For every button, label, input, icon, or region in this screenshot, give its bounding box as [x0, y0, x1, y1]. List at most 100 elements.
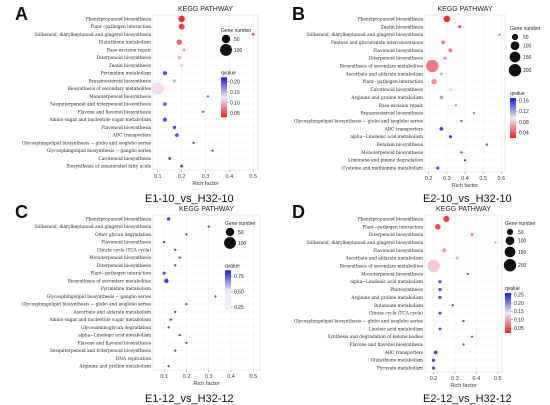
data-point — [439, 72, 443, 76]
size-legend-dot — [509, 51, 521, 63]
category-label: Ascorbate and aldarate metabolism — [72, 310, 151, 315]
color-legend-label: 0.50 — [234, 290, 244, 296]
data-point — [441, 40, 446, 45]
x-axis-label: Rich factor — [193, 381, 219, 387]
data-point — [162, 240, 166, 244]
data-point — [438, 280, 442, 284]
data-point — [168, 156, 172, 160]
x-tick-label: 0.2 — [183, 374, 191, 380]
category-label: Glycosaminoglycan degradation — [81, 326, 151, 331]
size-legend-label: 50 — [518, 230, 524, 236]
data-point — [470, 335, 474, 338]
panel-title: KEGG PATHWAY — [438, 6, 493, 13]
data-point — [162, 117, 167, 122]
category-label: Base excision repair — [379, 104, 424, 109]
size-legend-label: 100 — [518, 239, 527, 245]
category-label: Phenylpropanoid biosynthesis — [358, 217, 423, 222]
size-legend-label: 50 — [523, 35, 529, 41]
color-legend-label: 0.10 — [514, 318, 524, 324]
size-legend-dot — [504, 246, 516, 258]
data-point — [169, 318, 173, 321]
color-legend-label: 0.08 — [519, 120, 529, 126]
data-point — [460, 119, 463, 123]
panel-b: B KEGG PATHWAY 0.2 0.3 0.4 0.5 0.6 Phenylpropan… — [292, 4, 541, 205]
category-label: Biosynthesis of secondary metabolites — [340, 65, 423, 70]
data-point — [458, 25, 462, 29]
x-tick-label: 0.5 — [479, 176, 487, 182]
category-label: Carotenoid biosynthesis — [370, 88, 423, 93]
category-label: Pyrimidine metabolism — [101, 287, 151, 292]
x-axis-label: Rich factor — [450, 383, 476, 389]
data-point — [164, 278, 169, 284]
category-label: Flavonoid biosynthesis — [373, 249, 423, 254]
color-legend-title: qvalue — [505, 286, 520, 292]
category-label: ABC transporters — [384, 127, 423, 132]
category-label: alpha−Linolenic acid metabolism — [350, 135, 423, 140]
data-point — [174, 349, 177, 352]
x-tick-label: 0.5 — [249, 174, 257, 180]
data-point — [462, 319, 465, 323]
x-tick-label: 0.5 — [494, 376, 502, 382]
comparison-label: E1-12_vs_H32-12 — [145, 393, 234, 405]
size-legend-label: 150 — [518, 250, 527, 256]
data-point — [178, 15, 185, 23]
color-legend-label: 0.20 — [230, 79, 240, 85]
category-label: Arginine and proline metabolism — [350, 296, 423, 301]
category-label: Sesquiterpenoid and triterpenoid biosynt… — [50, 103, 151, 108]
panel-letter: C — [15, 202, 28, 222]
data-point — [174, 133, 179, 138]
panel-title: KEGG PATHWAY — [179, 206, 234, 213]
data-point — [182, 48, 186, 52]
size-legend-title: Gene number — [510, 26, 541, 32]
color-legend-label: 0.16 — [519, 99, 529, 105]
data-point — [438, 287, 442, 292]
size-legend-dot — [510, 41, 520, 51]
category-label: Amino sugar and nucleotide sugar metabol… — [48, 118, 151, 123]
color-legend-bar — [505, 293, 511, 334]
category-label: Glycosphingolipid biosynthesis − globo a… — [294, 319, 423, 324]
size-legend-dot — [508, 63, 522, 77]
color-legend-label: 0.25 — [234, 305, 244, 311]
data-point — [448, 135, 452, 139]
category-label: Citrate cycle (TCA cycle) — [369, 312, 424, 317]
data-point — [180, 164, 183, 168]
category-label: Betalain biosynthesis — [377, 143, 423, 148]
panel-c: C KEGG PATHWAY 0.1 0.2 0.3 0.4 0.5 Phenylpropan… — [15, 202, 261, 405]
category-label: Phenylpropanoid biosynthesis — [86, 217, 151, 222]
x-tick-label: 0.6 — [498, 176, 506, 182]
data-point — [201, 110, 205, 114]
category-label: Synthesis and degradation of ketone bodi… — [328, 335, 423, 340]
category-label: Diterpenoid biosynthesis — [97, 56, 151, 61]
size-legend-label: 100 — [234, 48, 243, 54]
data-point — [207, 225, 210, 228]
data-point — [431, 78, 437, 85]
category-label: Diterpenoid biosynthesis — [369, 57, 423, 62]
category-label: Zeatin biosynthesis — [109, 64, 151, 69]
category-label: Monoterpenoid biosynthesis — [89, 95, 151, 100]
category-label: Ascorbate and aldarate metabolism — [344, 72, 423, 77]
data-point — [167, 365, 170, 368]
category-label: Base excision repair — [107, 48, 152, 53]
data-point — [494, 241, 497, 244]
data-point — [472, 112, 476, 115]
data-point — [443, 15, 451, 23]
panel-title: KEGG PATHWAY — [436, 206, 491, 213]
category-label: Flavonoid biosynthesis — [373, 49, 423, 54]
color-legend-label: 0.25 — [514, 293, 524, 299]
x-tick-label: 0.3 — [202, 174, 210, 180]
data-point — [176, 39, 183, 45]
size-legend-label: 200 — [523, 68, 532, 74]
x-tick-label: 0.2 — [430, 376, 438, 382]
category-label: Plant−pathogen interaction — [362, 80, 423, 85]
x-tick-label: 0.4 — [227, 374, 235, 380]
category-label: Pentose and glucuronate interconversions — [331, 41, 423, 46]
color-legend-label: 0.75 — [234, 274, 244, 280]
x-tick-label: 0.3 — [205, 374, 213, 380]
x-axis-label: Rich factor — [192, 181, 218, 187]
data-point — [432, 366, 436, 370]
category-label: Arginine and proline metabolism — [78, 365, 151, 370]
data-point — [185, 303, 188, 306]
x-tick-label: 0.2 — [425, 176, 433, 182]
data-point — [466, 272, 469, 275]
size-legend-dot — [224, 236, 236, 249]
